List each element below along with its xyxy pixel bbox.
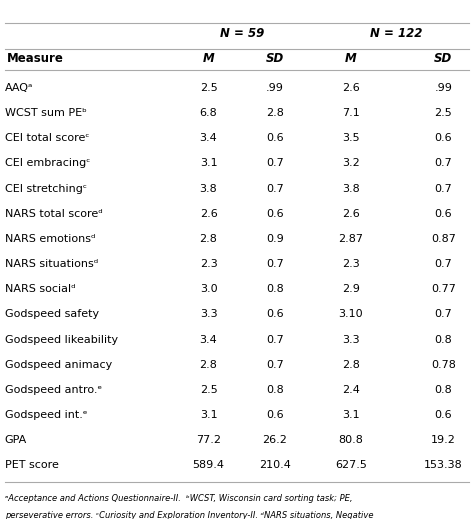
Text: 19.2: 19.2 bbox=[431, 435, 456, 445]
Text: N = 122: N = 122 bbox=[370, 27, 422, 40]
Text: 2.5: 2.5 bbox=[200, 385, 218, 395]
Text: 2.3: 2.3 bbox=[200, 259, 218, 269]
Text: 77.2: 77.2 bbox=[196, 435, 221, 445]
Text: 0.7: 0.7 bbox=[266, 335, 284, 345]
Text: 3.5: 3.5 bbox=[342, 133, 360, 143]
Text: 0.7: 0.7 bbox=[434, 184, 452, 194]
Text: 2.9: 2.9 bbox=[342, 284, 360, 294]
Text: Measure: Measure bbox=[7, 52, 64, 65]
Text: SD: SD bbox=[434, 52, 452, 65]
Text: .99: .99 bbox=[266, 83, 284, 93]
Text: 0.8: 0.8 bbox=[266, 385, 284, 395]
Text: 2.8: 2.8 bbox=[200, 234, 218, 244]
Text: 0.7: 0.7 bbox=[434, 259, 452, 269]
Text: 2.8: 2.8 bbox=[342, 360, 360, 370]
Text: 0.87: 0.87 bbox=[431, 234, 456, 244]
Text: NARS situationsᵈ: NARS situationsᵈ bbox=[5, 259, 98, 269]
Text: NARS socialᵈ: NARS socialᵈ bbox=[5, 284, 75, 294]
Text: 627.5: 627.5 bbox=[335, 460, 367, 470]
Text: 0.6: 0.6 bbox=[266, 309, 284, 319]
Text: 0.6: 0.6 bbox=[434, 133, 452, 143]
Text: 2.4: 2.4 bbox=[342, 385, 360, 395]
Text: 0.7: 0.7 bbox=[266, 184, 284, 194]
Text: 0.6: 0.6 bbox=[434, 410, 452, 420]
Text: 0.7: 0.7 bbox=[266, 259, 284, 269]
Text: 0.78: 0.78 bbox=[431, 360, 456, 370]
Text: 6.8: 6.8 bbox=[200, 108, 218, 118]
Text: 0.7: 0.7 bbox=[266, 360, 284, 370]
Text: 2.3: 2.3 bbox=[342, 259, 360, 269]
Text: 0.8: 0.8 bbox=[434, 335, 452, 345]
Text: 2.6: 2.6 bbox=[342, 83, 360, 93]
Text: 2.6: 2.6 bbox=[342, 209, 360, 218]
Text: Godspeed int.ᵉ: Godspeed int.ᵉ bbox=[5, 410, 87, 420]
Text: 80.8: 80.8 bbox=[338, 435, 363, 445]
Text: 3.3: 3.3 bbox=[200, 309, 218, 319]
Text: 3.0: 3.0 bbox=[200, 284, 218, 294]
Text: Godspeed safety: Godspeed safety bbox=[5, 309, 99, 319]
Text: GPA: GPA bbox=[5, 435, 27, 445]
Text: 2.87: 2.87 bbox=[338, 234, 363, 244]
Text: Godspeed antro.ᵉ: Godspeed antro.ᵉ bbox=[5, 385, 102, 395]
Text: Godspeed animacy: Godspeed animacy bbox=[5, 360, 112, 370]
Text: PET score: PET score bbox=[5, 460, 59, 470]
Text: NARS emotionsᵈ: NARS emotionsᵈ bbox=[5, 234, 95, 244]
Text: 153.38: 153.38 bbox=[424, 460, 463, 470]
Text: 0.9: 0.9 bbox=[266, 234, 284, 244]
Text: 3.8: 3.8 bbox=[200, 184, 218, 194]
Text: Godspeed likeability: Godspeed likeability bbox=[5, 335, 118, 345]
Text: 3.4: 3.4 bbox=[200, 133, 218, 143]
Text: 0.6: 0.6 bbox=[266, 209, 284, 218]
Text: 7.1: 7.1 bbox=[342, 108, 360, 118]
Text: 210.4: 210.4 bbox=[259, 460, 291, 470]
Text: 0.6: 0.6 bbox=[434, 209, 452, 218]
Text: AAQᵃ: AAQᵃ bbox=[5, 83, 33, 93]
Text: 2.8: 2.8 bbox=[200, 360, 218, 370]
Text: 0.7: 0.7 bbox=[434, 158, 452, 168]
Text: 0.8: 0.8 bbox=[266, 284, 284, 294]
Text: 3.10: 3.10 bbox=[338, 309, 363, 319]
Text: CEI stretchingᶜ: CEI stretchingᶜ bbox=[5, 184, 87, 194]
Text: SD: SD bbox=[266, 52, 284, 65]
Text: 0.77: 0.77 bbox=[431, 284, 456, 294]
Text: NARS total scoreᵈ: NARS total scoreᵈ bbox=[5, 209, 102, 218]
Text: 0.6: 0.6 bbox=[266, 133, 284, 143]
Text: 3.4: 3.4 bbox=[200, 335, 218, 345]
Text: 2.8: 2.8 bbox=[266, 108, 284, 118]
Text: M: M bbox=[203, 52, 214, 65]
Text: 0.8: 0.8 bbox=[434, 385, 452, 395]
Text: 3.8: 3.8 bbox=[342, 184, 360, 194]
Text: 3.1: 3.1 bbox=[342, 410, 360, 420]
Text: ᵃAcceptance and Actions Questionnaire-II.  ᵇWCST, Wisconsin card sorting task; P: ᵃAcceptance and Actions Questionnaire-II… bbox=[5, 494, 352, 502]
Text: 0.7: 0.7 bbox=[434, 309, 452, 319]
Text: 3.1: 3.1 bbox=[200, 158, 218, 168]
Text: 0.7: 0.7 bbox=[266, 158, 284, 168]
Text: 0.6: 0.6 bbox=[266, 410, 284, 420]
Text: 2.5: 2.5 bbox=[200, 83, 218, 93]
Text: CEI embracingᶜ: CEI embracingᶜ bbox=[5, 158, 90, 168]
Text: WCST sum PEᵇ: WCST sum PEᵇ bbox=[5, 108, 87, 118]
Text: .99: .99 bbox=[434, 83, 452, 93]
Text: 2.6: 2.6 bbox=[200, 209, 218, 218]
Text: 3.3: 3.3 bbox=[342, 335, 360, 345]
Text: 3.2: 3.2 bbox=[342, 158, 360, 168]
Text: 3.1: 3.1 bbox=[200, 410, 218, 420]
Text: 26.2: 26.2 bbox=[263, 435, 287, 445]
Text: 589.4: 589.4 bbox=[192, 460, 225, 470]
Text: M: M bbox=[345, 52, 356, 65]
Text: N = 59: N = 59 bbox=[219, 27, 264, 40]
Text: CEI total scoreᶜ: CEI total scoreᶜ bbox=[5, 133, 89, 143]
Text: 2.5: 2.5 bbox=[434, 108, 452, 118]
Text: perseverative errors. ᶜCuriosity and Exploration Inventory-II. ᵈNARS situations,: perseverative errors. ᶜCuriosity and Exp… bbox=[5, 511, 373, 519]
